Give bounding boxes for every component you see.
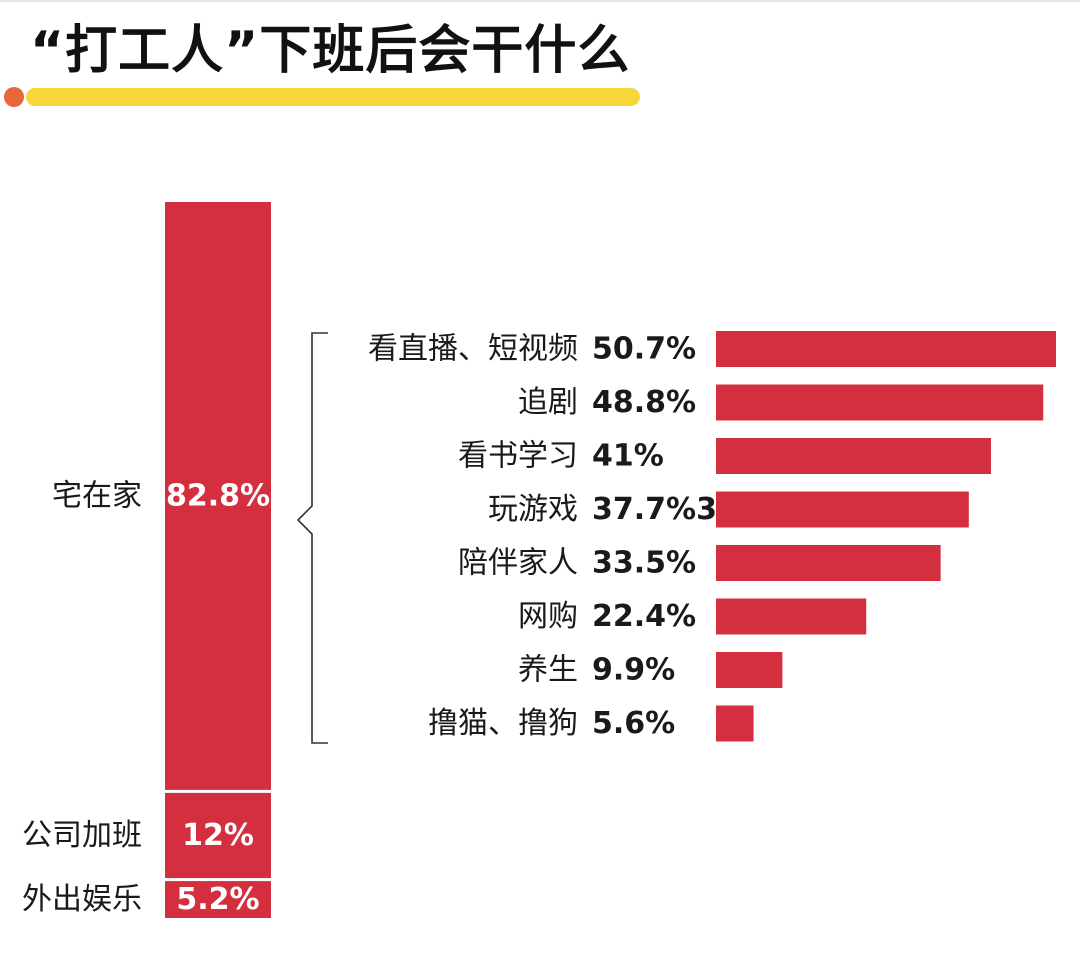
hbar-category-label: 养生	[518, 653, 578, 688]
stack-segment-3	[165, 881, 271, 918]
hbar-category-label: 看书学习	[458, 439, 578, 474]
hbar-7	[716, 652, 783, 688]
hbar-category-label: 玩游戏	[488, 492, 578, 527]
hbar-value-label: 5.6%	[592, 706, 675, 741]
hbar-2	[716, 384, 1044, 421]
hbar-value-label: 22.4%	[592, 599, 696, 634]
hbar-8	[716, 705, 754, 742]
bracket	[296, 332, 328, 744]
page-title: “打工人”下班后会干什么	[30, 21, 631, 81]
hbar-category-label: 陪伴家人	[458, 546, 578, 581]
hbar-5	[716, 545, 941, 581]
hbar-category-label: 看直播、短视频	[368, 332, 578, 367]
hbar-1	[716, 331, 1056, 367]
title-underline	[26, 88, 640, 106]
stack-category-label: 宅在家	[52, 478, 142, 513]
stack-segment-2	[165, 792, 271, 879]
accent-dot	[4, 87, 24, 107]
stack-category-label: 外出娱乐	[22, 882, 142, 917]
hbar-4	[716, 491, 969, 528]
top-border	[0, 0, 1080, 2]
hbar-value-label: 33.5%	[592, 546, 696, 581]
hbar-category-label: 撸猫、撸狗	[428, 706, 578, 741]
hbar-value-label: 48.8%	[592, 385, 696, 420]
hbar-category-label: 网购	[518, 599, 578, 634]
hbar-6	[716, 598, 867, 635]
stack-category-label: 公司加班	[22, 818, 142, 853]
stack-value-label: 82.8%	[166, 478, 270, 513]
hbar-value-label: 50.7%	[592, 332, 696, 367]
stack-value-label: 5.2%	[176, 882, 259, 917]
hbar-value-label: 41%	[592, 439, 664, 474]
hbar-value-label: 37.7%3	[592, 492, 717, 527]
hbar-3	[716, 438, 991, 474]
hbar-value-label: 9.9%	[592, 653, 675, 688]
stack-value-label: 12%	[182, 818, 254, 853]
stack-segment-1	[165, 202, 271, 790]
hbar-category-label: 追剧	[518, 385, 578, 420]
